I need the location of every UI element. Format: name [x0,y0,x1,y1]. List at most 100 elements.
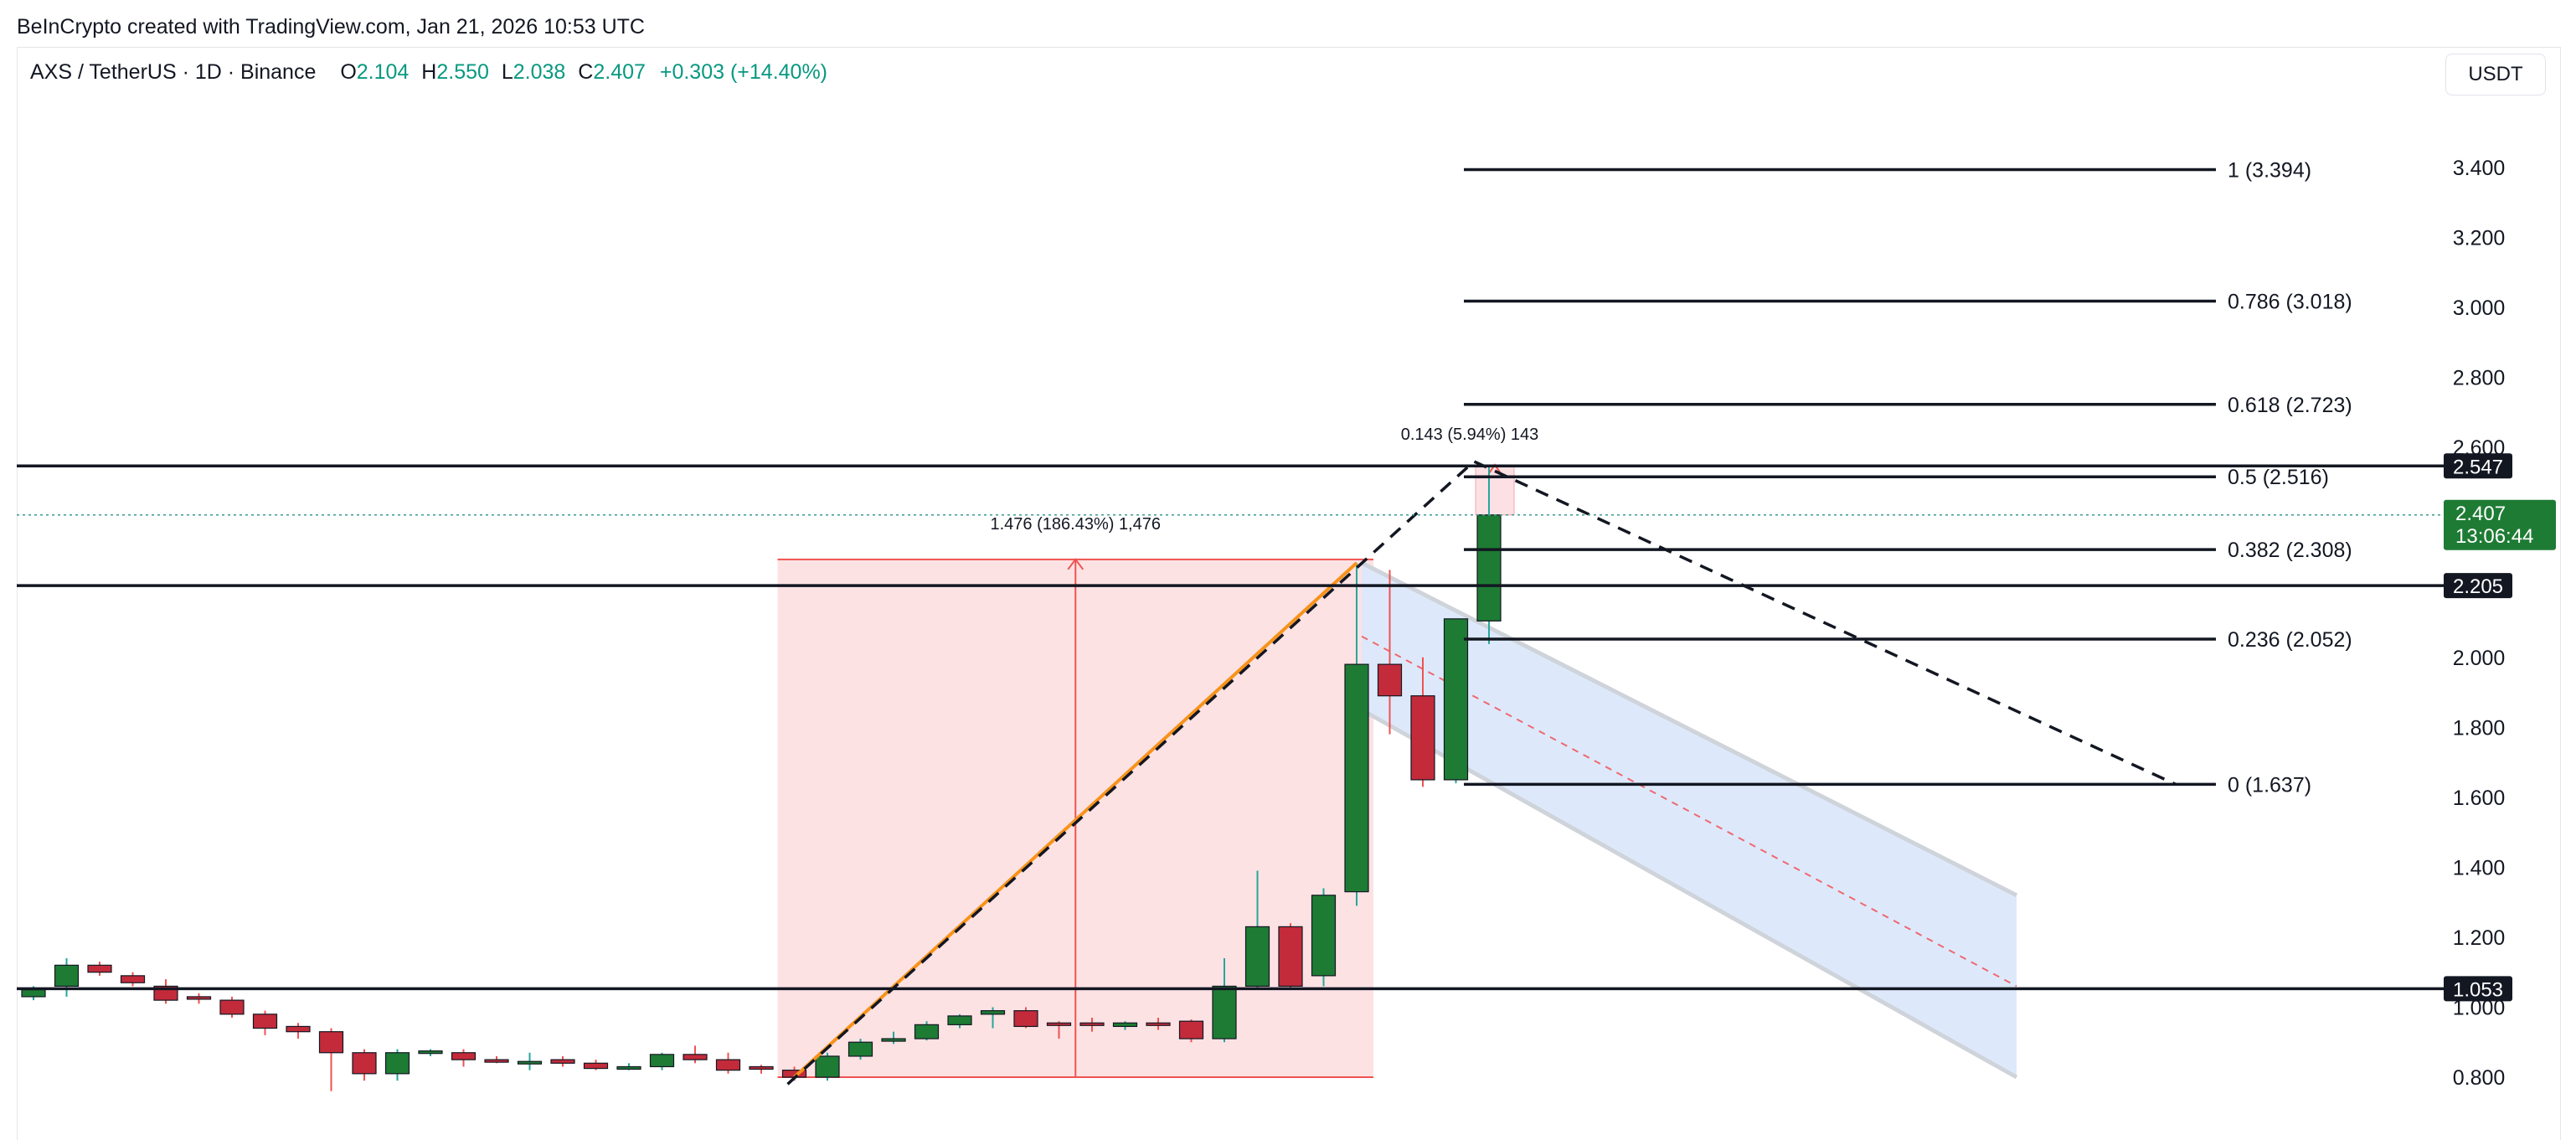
candle[interactable] [1344,562,1369,906]
current-price-tag [2444,499,2556,550]
candle[interactable] [252,1010,278,1035]
candle[interactable] [1410,657,1435,787]
drawing-zones: 1.476 (186.43%) 1,476 0.143 (5.94%) 143 [777,426,2018,1080]
bar-countdown-label: 13:06:44 [2455,525,2533,548]
candle-body-up [1244,926,1270,988]
candles-layer [21,465,1502,1091]
candle-body-down [484,1059,509,1063]
fib-level-label: 0.618 (2.723) [2228,394,2352,417]
candle[interactable] [186,993,212,1004]
level-price-tag [2444,453,2512,479]
candle[interactable] [1278,923,1303,990]
candle-body-down [1178,1020,1204,1039]
lines-layer: 1 (3.394) 0.786 (3.018) 0.618 (2.723) 0.5 (… [17,159,2445,1086]
symbol-name[interactable]: AXS / TetherUS · 1D · Binance [30,60,317,84]
candle-body-up [384,1052,410,1075]
candle[interactable] [318,1028,344,1091]
candle[interactable] [54,957,80,997]
candle-body-up [1311,895,1337,977]
y-tick-label: 3.200 [2453,227,2506,250]
candle-body-down [683,1054,708,1060]
candle[interactable] [219,996,245,1018]
candle[interactable] [1079,1017,1105,1032]
candle[interactable] [1311,888,1337,987]
candle[interactable] [384,1049,410,1081]
fib-level-label: 0.786 (3.018) [2228,291,2352,314]
channel-upper-line [1360,560,2018,898]
candle-body-up [1112,1022,1138,1028]
candle[interactable] [451,1049,477,1067]
candle[interactable] [517,1052,543,1070]
candle-body-down [1046,1022,1072,1026]
candle-body-down [120,975,146,983]
candle[interactable] [649,1052,675,1070]
candle-body-down [1278,926,1303,988]
candle[interactable] [153,979,178,1004]
level-price-tag-label: 2.547 [2453,456,2503,478]
close-value: 2.407 [593,60,646,84]
candle-body-up [947,1015,972,1025]
candle-body-down [1079,1022,1105,1026]
candle-body-up [21,988,46,998]
y-tick-label: 2.600 [2453,436,2506,460]
change-value: +0.303 (+14.40%) [659,60,828,84]
candle[interactable] [947,1014,972,1029]
candle[interactable] [848,1039,873,1060]
candle-body-up [517,1060,543,1065]
candle[interactable] [1212,957,1237,1043]
candle-body-down [715,1059,741,1071]
y-tick-label: 1.000 [2453,996,2506,1019]
candle[interactable] [1178,1019,1204,1043]
candle[interactable] [550,1055,575,1067]
candle[interactable] [583,1060,609,1070]
candle[interactable] [1046,1021,1072,1039]
candle[interactable] [87,962,112,976]
candle-body-down [318,1031,344,1054]
candle-body-down [286,1025,311,1033]
candle[interactable] [1443,618,1469,784]
candle-body-down [1146,1022,1171,1026]
chart-frame [17,47,2561,1140]
candle[interactable] [881,1031,906,1045]
candle[interactable] [715,1052,741,1074]
candle[interactable] [616,1063,641,1070]
y-tick-label: 1.200 [2453,926,2506,950]
y-tick-label: 3.000 [2453,297,2506,320]
candle-body-down [87,964,112,973]
level-price-tag-label: 2.205 [2453,575,2503,598]
candle[interactable] [1013,1007,1038,1029]
candle[interactable] [815,1052,840,1081]
candle-body-up [616,1065,641,1070]
candle[interactable] [749,1065,774,1074]
candle[interactable] [484,1055,509,1064]
candle-body-down [749,1065,774,1070]
candle-body-down [451,1052,477,1060]
candle[interactable] [418,1049,443,1056]
candle-body-down [352,1052,377,1075]
low-label: L [501,60,513,84]
candle-body-down [1377,663,1403,697]
candle-body-up [1344,663,1369,893]
candle[interactable] [1244,870,1270,990]
candle-body-up [1212,985,1237,1039]
candle[interactable] [1112,1021,1138,1030]
candle[interactable] [980,1007,1006,1029]
currency-unit-button[interactable]: USDT [2445,54,2546,95]
candle[interactable] [286,1023,311,1039]
candle-body-up [980,1010,1006,1015]
y-tick-label: 1.600 [2453,787,2506,810]
candle[interactable] [1146,1017,1171,1030]
candle-body-up [54,964,80,988]
open-label: O [340,60,357,84]
candle[interactable] [683,1045,708,1064]
candle[interactable] [914,1021,940,1041]
symbol-legend: AXS / TetherUS · 1D · Binance O2.104 H2.… [30,60,827,85]
candle[interactable] [1377,570,1403,735]
candle[interactable] [120,972,146,987]
high-value: 2.550 [436,60,489,84]
candle[interactable] [352,1049,377,1081]
candle-body-up [848,1041,873,1057]
candle-body-up [418,1050,443,1055]
candle-body-down [219,999,245,1015]
